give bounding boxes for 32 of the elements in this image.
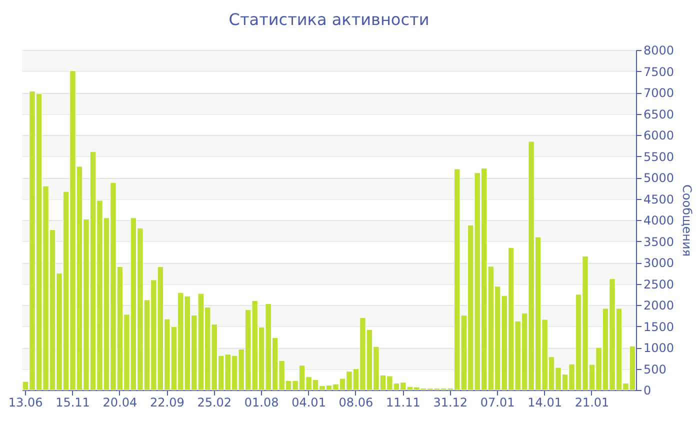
x-tick-label: 08.06: [338, 396, 374, 410]
y-tick-label: 3500: [644, 234, 674, 249]
y-tick-label: 7500: [644, 64, 674, 79]
y-tick-label: 3000: [644, 256, 674, 270]
x-tick-label: 14.01: [528, 396, 562, 410]
x-tick-label: 21.01: [574, 396, 610, 410]
y-tick-label: 0: [644, 384, 652, 398]
y-tick-label: 8000: [644, 44, 674, 58]
y-tick-label: 7000: [644, 86, 674, 100]
x-tick-label: 13.06: [8, 396, 43, 410]
chart-title: Статистика активности: [228, 10, 430, 29]
x-tick-label: 15.11: [56, 396, 90, 410]
x-tick-label: 04.01: [292, 396, 326, 410]
y-axis-title: Сообщения: [680, 184, 694, 257]
y-tick-label: 1000: [644, 341, 674, 355]
x-tick-label: 22.09: [150, 396, 184, 410]
y-tick-label: 2000: [644, 298, 674, 312]
y-tick-label: 4500: [644, 192, 674, 206]
x-tick-label: 25.02: [197, 396, 232, 410]
x-tick-label: 07.01: [480, 396, 515, 410]
y-tick-label: 5000: [644, 171, 674, 185]
x-tick-label: 11.11: [386, 396, 420, 410]
y-tick-label: 6500: [644, 107, 674, 122]
y-tick-label: 4000: [644, 214, 674, 228]
x-tick-label: 20.04: [102, 396, 138, 410]
y-tick-label: 500: [644, 362, 666, 376]
y-tick-label: 2500: [644, 277, 674, 292]
x-tick-label: 31.12: [433, 396, 468, 410]
x-tick-label: 01.08: [244, 396, 279, 410]
y-tick-label: 5500: [644, 150, 674, 164]
y-tick-label: 6000: [644, 128, 674, 142]
y-tick-label: 1500: [644, 320, 674, 334]
